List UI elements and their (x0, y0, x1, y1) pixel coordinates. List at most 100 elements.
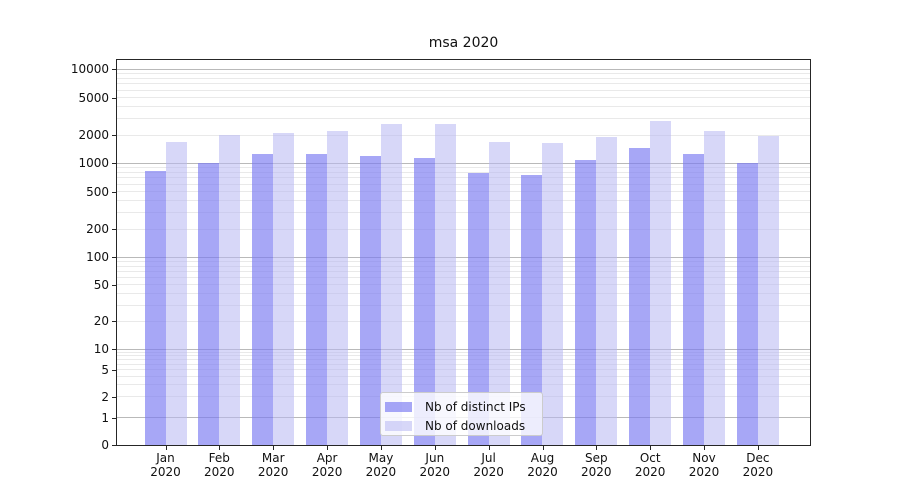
y-tick-mark (112, 163, 116, 165)
plot-area: Nb of distinct IPs Nb of downloads (116, 59, 811, 446)
x-tick-mark (434, 446, 436, 450)
gridline-minor (117, 118, 810, 119)
gridline-major (117, 68, 810, 70)
x-tick-mark (219, 446, 221, 450)
y-tick-label: 2000 (78, 128, 109, 142)
x-tick-label-mar: Mar 2020 (243, 451, 303, 479)
x-tick-label-year: 2020 (742, 465, 774, 479)
x-tick-label-year: 2020 (204, 465, 235, 479)
x-tick-mark (757, 446, 759, 450)
x-tick-label-year: 2020 (419, 465, 451, 479)
bar-downloads-dec (757, 136, 779, 445)
x-tick-label-year: 2020 (527, 465, 558, 479)
y-tick-mark (112, 191, 116, 193)
x-tick-mark (542, 446, 544, 450)
y-tick-mark (112, 257, 116, 259)
gridline-minor (117, 293, 810, 295)
gridline-minor (117, 106, 810, 108)
bar-downloads-jun (434, 124, 456, 445)
gridline-minor (117, 359, 810, 361)
y-tick-label: 50 (93, 277, 109, 292)
x-tick-mark (380, 446, 382, 450)
gridline-minor (117, 320, 810, 322)
x-tick-label-year: 2020 (688, 465, 720, 479)
bar-downloads-mar (273, 133, 295, 445)
y-tick-mark (112, 321, 116, 323)
x-tick-label-year: 2020 (257, 465, 289, 479)
gridline-minor (117, 191, 810, 193)
legend-swatch-distinct-ips (385, 402, 412, 412)
y-tick-mark (112, 349, 116, 350)
y-tick-mark (112, 445, 116, 446)
gridline-minor (117, 351, 810, 353)
y-tick-label: 1000 (78, 156, 109, 171)
y-tick-label: 20 (93, 314, 109, 329)
y-tick-label: 10 (93, 342, 109, 356)
bar-downloads-nov (704, 131, 725, 445)
gridline-minor (117, 167, 810, 169)
y-tick-label: 200 (86, 222, 109, 236)
legend: Nb of distinct IPs Nb of downloads (380, 392, 543, 436)
x-tick-mark (596, 446, 598, 450)
x-tick-label-dec: Dec 2020 (728, 451, 788, 479)
x-tick-label-feb: Feb 2020 (189, 451, 249, 479)
gridline-minor (117, 177, 810, 179)
x-tick-label-aug: Aug 2020 (513, 451, 573, 479)
gridline-minor (117, 183, 810, 185)
y-tick-label: 1 (101, 410, 109, 425)
chart-title: msa 2020 (428, 35, 499, 51)
legend-label-downloads: Nb of downloads (425, 419, 526, 433)
gridline-minor (117, 375, 810, 377)
gridline-minor (117, 261, 810, 262)
y-tick-label: 10000 (70, 62, 109, 77)
bar-distinct-ips-may (359, 155, 381, 445)
bar-distinct-ips-aug (521, 174, 543, 445)
gridline-minor (117, 83, 810, 85)
legend-row-distinct-ips: Nb of distinct IPs (385, 398, 538, 416)
bar-downloads-jan (165, 141, 187, 445)
x-tick-label-jun: Jun 2020 (405, 451, 465, 479)
gridline-minor (117, 228, 810, 230)
bar-distinct-ips-jul (467, 173, 489, 445)
gridline-minor (117, 355, 810, 357)
y-tick-label: 2 (101, 389, 109, 404)
y-tick-label: 0 (101, 438, 109, 452)
bar-distinct-ips-oct (629, 148, 651, 445)
legend-label-distinct-ips: Nb of distinct IPs (425, 400, 526, 414)
x-tick-label-year: 2020 (473, 465, 504, 479)
gridline-minor (117, 369, 810, 371)
bar-downloads-aug (542, 142, 564, 445)
y-tick-mark (112, 69, 116, 71)
legend-row-downloads: Nb of downloads (385, 417, 538, 435)
x-tick-label-may: May 2020 (351, 451, 411, 479)
y-tick-label: 100 (86, 250, 109, 265)
gridlines (117, 60, 810, 445)
gridline-minor (117, 304, 810, 306)
gridline-minor (117, 171, 810, 173)
x-tick-mark (327, 446, 329, 450)
y-tick-mark (112, 284, 116, 286)
x-tick-mark (165, 446, 167, 450)
bar-downloads-apr (327, 131, 349, 445)
x-tick-label-nov: Nov 2020 (674, 451, 734, 479)
y-tick-mark (112, 417, 116, 419)
x-tick-mark (273, 446, 275, 450)
x-tick-label-year: 2020 (365, 465, 397, 479)
gridline-major (117, 348, 810, 350)
y-tick-label: 500 (86, 184, 109, 199)
bar-distinct-ips-jan (144, 171, 166, 445)
gridline-minor (117, 134, 810, 136)
gridline-minor (117, 284, 810, 286)
gridline-minor (117, 271, 810, 272)
y-tick-mark (112, 97, 116, 99)
x-tick-label-year: 2020 (581, 465, 612, 479)
x-tick-mark (704, 446, 705, 450)
bar-downloads-jul (488, 141, 510, 445)
gridline-minor (117, 77, 810, 79)
gridline-minor (117, 200, 810, 202)
x-tick-label-year: 2020 (634, 465, 666, 479)
gridline-minor (117, 265, 810, 267)
y-tick-label: 5 (101, 362, 109, 377)
x-tick-label-sep: Sep 2020 (566, 451, 626, 479)
